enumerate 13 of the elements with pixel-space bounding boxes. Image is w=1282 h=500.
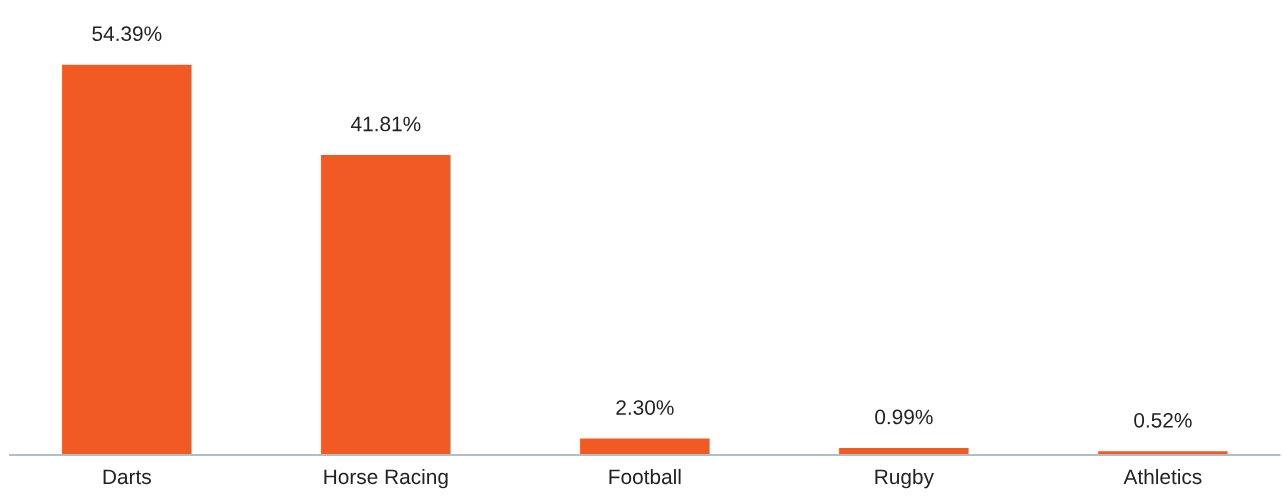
- data-label: 0.52%: [1134, 412, 1192, 428]
- x-tick-label: Horse Racing: [324, 468, 448, 489]
- data-label: 41.81%: [350, 116, 421, 132]
- x-tick-label: Athletics: [1123, 468, 1202, 485]
- data-label: 54.39%: [92, 26, 162, 42]
- data-label: 0.99%: [875, 409, 933, 425]
- x-tick-label: Football: [609, 468, 681, 485]
- x-tick-label: Darts: [103, 469, 151, 485]
- bar: [321, 154, 451, 455]
- bar: [580, 438, 710, 455]
- x-tick-label: Rugby: [875, 468, 934, 489]
- bar: [62, 64, 192, 455]
- data-label: 2.30%: [616, 400, 674, 415]
